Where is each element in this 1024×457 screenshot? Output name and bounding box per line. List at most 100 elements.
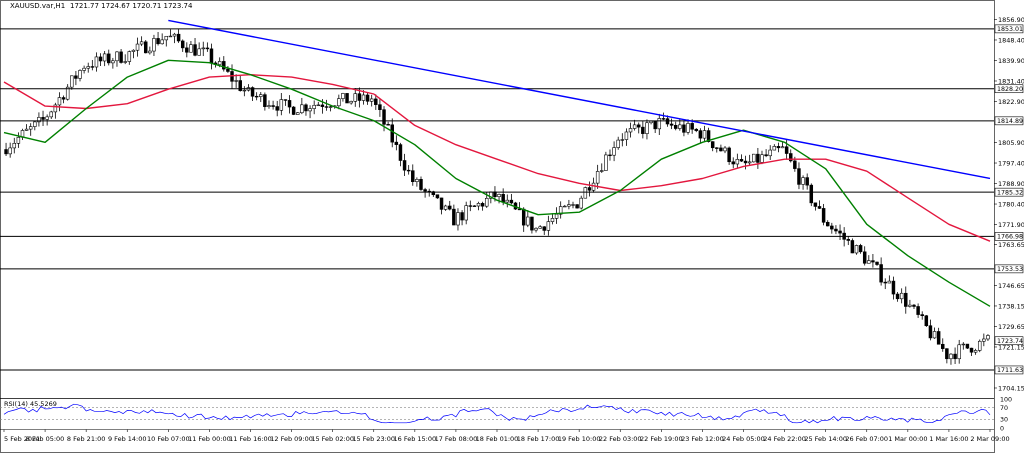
candle-body — [550, 218, 555, 222]
candle-body — [612, 147, 616, 156]
candle-body — [723, 147, 727, 152]
candle-body — [883, 281, 887, 284]
candle-body — [283, 99, 288, 101]
x-tick-label: 17 Feb 08:00 — [435, 435, 478, 443]
x-tick-label: 26 Feb 07:00 — [845, 435, 888, 443]
y-tick-label: 1780.40 — [998, 200, 1024, 208]
candle-body — [415, 179, 419, 182]
candle-body — [941, 343, 945, 349]
candle-body — [28, 126, 33, 130]
x-tick-label: 23 Feb 12:00 — [681, 435, 724, 443]
candle-body — [267, 105, 271, 107]
candle-body — [53, 104, 58, 113]
candle-body — [653, 120, 657, 130]
candle-body — [904, 292, 908, 307]
rsi-scale-label: 0 — [1000, 425, 1004, 432]
candle-body — [176, 33, 181, 42]
candle-body — [686, 123, 690, 133]
candle-body — [977, 340, 982, 351]
candle-body — [452, 208, 456, 226]
candle-body — [217, 61, 222, 65]
y-tick-label: 1831.40 — [998, 77, 1024, 85]
candle-body — [563, 205, 567, 208]
ma-slow-line — [3, 73, 991, 242]
candle-body — [94, 56, 99, 68]
candle-body — [961, 343, 966, 346]
x-tick-label: 2 Mar 09:00 — [970, 435, 1009, 443]
candle-body — [912, 304, 916, 307]
candle-body — [838, 230, 842, 234]
candle-body — [353, 93, 358, 102]
candle-body — [115, 51, 119, 62]
candle-body — [320, 104, 325, 107]
candle-body — [875, 261, 879, 265]
candle-body — [107, 53, 111, 64]
candle-body — [957, 344, 961, 360]
level-label-box — [994, 187, 1024, 197]
candle-body — [460, 212, 464, 221]
candle-body — [464, 205, 468, 221]
candle-body — [411, 170, 415, 182]
candle-body — [571, 204, 575, 206]
symbol-title: XAUUSD.var,H1 — [10, 2, 65, 10]
x-tick-label: 18 Feb 01:00 — [476, 435, 519, 443]
candle-body — [706, 130, 711, 142]
candle-body — [867, 260, 871, 264]
candle-body — [604, 154, 608, 171]
candle-body — [497, 194, 501, 198]
candle-body — [776, 146, 781, 149]
ohlc-readout: 1721.77 1724.67 1720.71 1723.74 — [70, 2, 193, 10]
level-label: 1814.89 — [997, 118, 1023, 125]
candle-body — [645, 122, 649, 134]
candle-body — [694, 128, 698, 131]
x-tick-label: 9 Feb 14:00 — [108, 435, 147, 443]
candle-body — [624, 131, 629, 140]
candle-body — [682, 124, 686, 133]
candle-body — [587, 187, 592, 191]
candle-body — [152, 38, 156, 52]
candle-body — [805, 177, 809, 186]
candle-body — [579, 197, 583, 209]
candle-body — [793, 160, 797, 169]
candle-body — [41, 117, 45, 120]
rsi-scale-label: 70 — [1000, 405, 1008, 412]
candle-body — [673, 125, 678, 129]
candle-body — [222, 61, 226, 70]
candle-body — [480, 203, 485, 207]
candle-body — [719, 147, 723, 152]
rsi-label: RSI(14) 45.5269 — [4, 400, 57, 408]
y-tick-label: 1797.40 — [998, 159, 1024, 167]
candle-body — [501, 194, 505, 203]
candle-body — [312, 104, 316, 109]
candle-body — [669, 123, 674, 126]
candle-body — [365, 94, 370, 102]
candle-body — [484, 198, 489, 207]
candle-body — [65, 86, 70, 100]
candle-body — [834, 228, 838, 232]
candle-body — [920, 314, 924, 317]
candle-body — [530, 216, 534, 231]
candle-body — [423, 189, 427, 192]
candle-body — [801, 177, 805, 185]
candle-body — [949, 353, 953, 360]
candle-body — [982, 338, 986, 342]
x-tick-label: 11 Feb 16:00 — [229, 435, 272, 443]
candle-body — [546, 221, 551, 231]
level-label-box — [994, 116, 1024, 126]
candle-body — [521, 208, 526, 226]
level-label: 1828.20 — [997, 86, 1023, 93]
candle-body — [476, 203, 481, 207]
candle-body — [33, 121, 37, 127]
candle-body — [49, 111, 53, 118]
candle-body — [135, 43, 140, 51]
candle-body — [780, 146, 785, 149]
candle-body — [636, 124, 641, 128]
y-tick-label: 1763.65 — [998, 241, 1024, 249]
level-label-box — [994, 24, 1024, 34]
candle-body — [254, 95, 259, 98]
candle-body — [789, 153, 793, 162]
candle-body — [760, 154, 764, 163]
candle-body — [70, 75, 74, 88]
candle-body — [616, 139, 620, 148]
